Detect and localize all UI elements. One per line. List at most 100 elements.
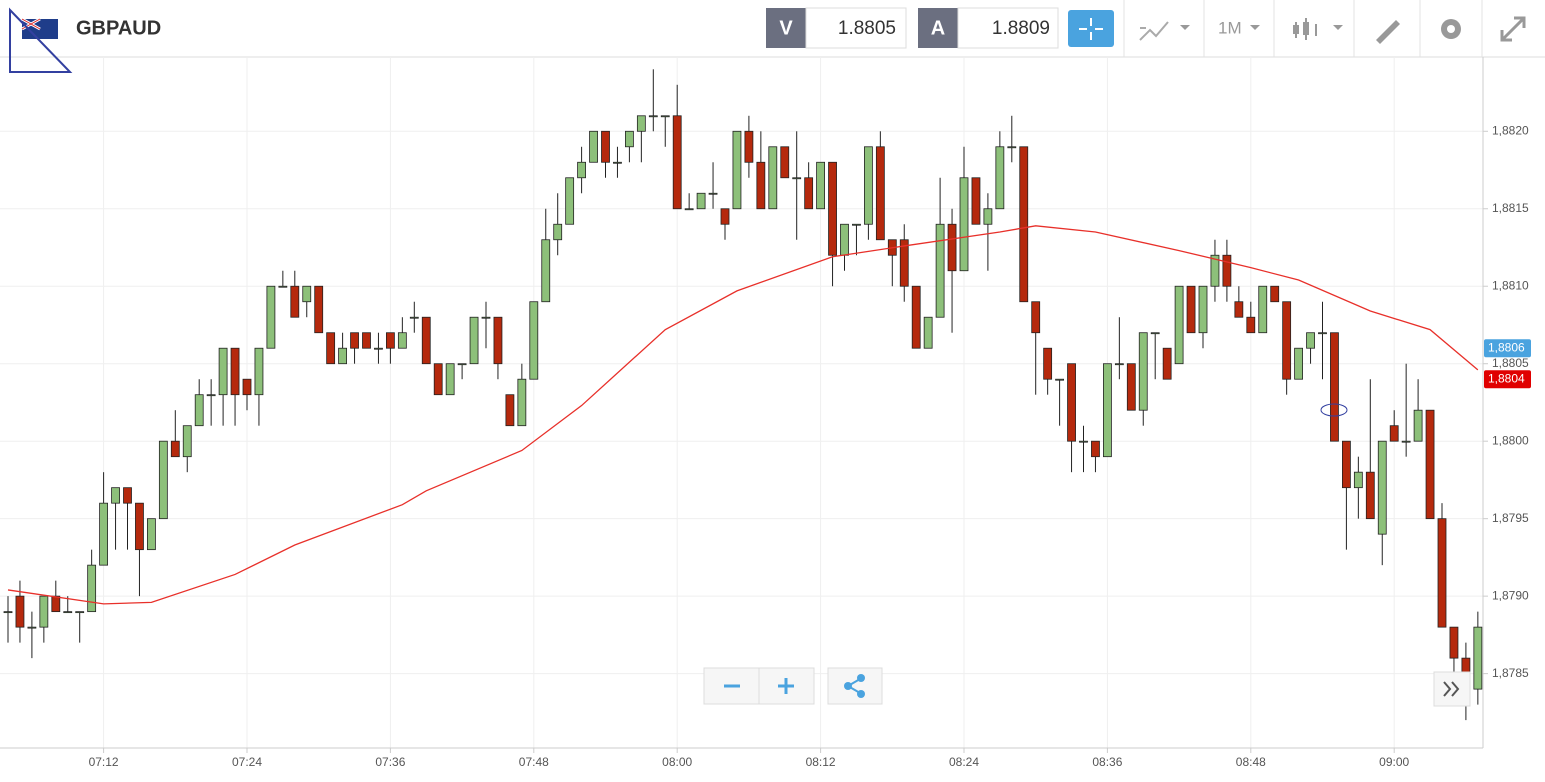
overlay [703, 403, 1471, 707]
candle-body [1186, 285, 1196, 334]
candles-icon-body [1293, 25, 1299, 34]
candle-body [1401, 440, 1411, 443]
x-tick-label: 08:48 [1236, 755, 1266, 769]
candle-body [780, 146, 790, 179]
toolbar: GBPAUD V 1.8805 A 1.8809 1M [0, 0, 1545, 73]
scroll-right-button[interactable] [1433, 671, 1471, 707]
candle-body [720, 208, 730, 225]
y-tick-label: 1,8795 [1492, 511, 1529, 525]
candle-body [828, 161, 837, 256]
candle-body [123, 487, 132, 504]
candle-body [1210, 254, 1220, 287]
dropdown [1333, 25, 1343, 30]
candles-icon-body [1303, 22, 1309, 35]
candle-body [971, 177, 981, 225]
price-tag-label: 1,8804 [1488, 371, 1525, 385]
candle-body [959, 177, 969, 272]
candle-body [708, 192, 718, 195]
chart-type-icon[interactable] [1139, 21, 1169, 41]
candle-body [1031, 301, 1041, 334]
plot [0, 57, 1488, 753]
candle-body [672, 115, 682, 210]
candle-body [1174, 285, 1184, 365]
candle-body [1162, 347, 1172, 380]
crosshair-button[interactable] [1068, 10, 1114, 47]
candle-body [170, 440, 180, 458]
candle-body [1246, 316, 1256, 334]
x-tick-label: 08:00 [662, 755, 692, 769]
candle-body [158, 440, 168, 520]
candle-body [1353, 471, 1363, 489]
candle-body [278, 285, 288, 288]
candle-body [290, 285, 300, 318]
candle-body [481, 316, 491, 319]
bid-button[interactable] [766, 8, 806, 48]
candle-body [206, 394, 216, 397]
candle-body [660, 115, 670, 118]
candle-body [350, 332, 359, 349]
candle-body [1114, 363, 1124, 366]
candle-body [1067, 363, 1076, 442]
candle-body [517, 378, 527, 427]
ask-button[interactable] [918, 8, 958, 48]
ask-price: 1.8809 [992, 18, 1050, 39]
x-tick-label: 07:12 [89, 755, 119, 769]
candle-body [589, 130, 598, 163]
y-tick-label: 1,8815 [1492, 201, 1529, 215]
candle-body [1055, 378, 1064, 381]
candle-body [135, 502, 144, 551]
candle-body [1413, 409, 1423, 442]
moving-average [7, 225, 1479, 605]
share-dot [844, 682, 852, 690]
candle-body [445, 363, 455, 396]
candle-body [947, 223, 957, 272]
candle-body [1258, 285, 1268, 334]
timeframe[interactable]: 1M [1218, 18, 1242, 37]
candle-body [1365, 471, 1375, 520]
candle-body [146, 518, 156, 551]
candle-body [613, 161, 622, 164]
expand-icon[interactable] [1500, 16, 1526, 42]
candle-body [1389, 425, 1399, 442]
y-tick-label: 1,8820 [1492, 123, 1529, 137]
candle-body [230, 347, 240, 396]
x-tick-label: 07:48 [519, 755, 549, 769]
candle-body [218, 347, 228, 396]
candle-body [732, 130, 742, 210]
candle-body [194, 394, 204, 427]
candle-body [1473, 626, 1483, 690]
y-tick-label: 1,8810 [1492, 278, 1529, 292]
candle-body [266, 285, 276, 349]
toolbar-separators [1123, 0, 1483, 57]
candle-body [875, 146, 885, 241]
x-tick-label: 08:12 [806, 755, 836, 769]
settings-hole [1447, 25, 1455, 33]
scroll-icon [1443, 681, 1460, 697]
candle-body [696, 192, 706, 210]
candle-body [816, 161, 825, 210]
candle-body [995, 146, 1005, 210]
candle-body [505, 394, 515, 427]
price-tag [1484, 370, 1531, 389]
price-tag [1484, 339, 1531, 358]
draw-icon[interactable] [1376, 20, 1400, 44]
candle-body [756, 161, 766, 210]
y-tick-label: 1,8805 [1492, 356, 1529, 370]
candle-body [983, 208, 993, 225]
candle-body [744, 130, 754, 163]
x-tick-label: 09:00 [1379, 755, 1409, 769]
candle-body [1342, 440, 1351, 489]
candle-body [338, 347, 348, 365]
share-button[interactable] [827, 667, 883, 705]
corner-triangle [9, 7, 73, 73]
candle-body [1294, 347, 1303, 380]
candle-body [1150, 332, 1160, 335]
candle-body [111, 487, 120, 504]
candle-body [1437, 518, 1447, 628]
zoom-in[interactable] [778, 678, 794, 694]
candle-body [625, 130, 634, 148]
candle-body [254, 347, 264, 396]
candle-body [565, 177, 575, 225]
candle-body [804, 177, 814, 210]
candle-body [15, 595, 25, 628]
